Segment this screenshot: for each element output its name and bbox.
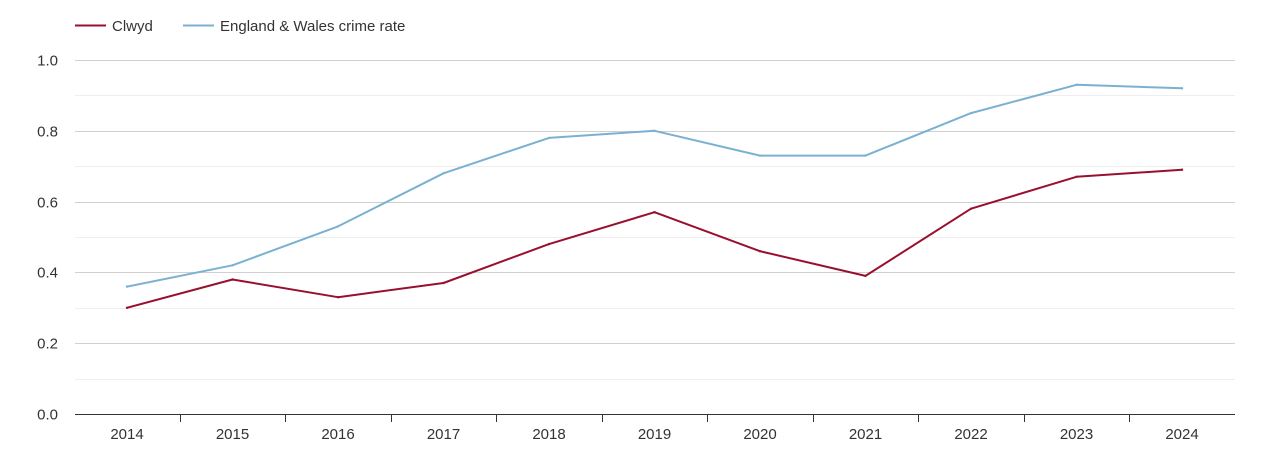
y-tick-label: 0.2 xyxy=(37,336,58,353)
legend: Clwyd England & Wales crime rate xyxy=(75,18,405,35)
legend-item-england-wales[interactable]: England & Wales crime rate xyxy=(183,18,405,35)
x-tick-label: 2024 xyxy=(1165,426,1198,443)
data-point xyxy=(547,242,551,246)
y-axis: 0.0 0.2 0.4 0.6 0.8 1.0 xyxy=(37,53,58,424)
y-tick-label: 0.6 xyxy=(37,195,58,212)
series-line-clwyd xyxy=(126,168,1183,309)
x-tick-label: 2020 xyxy=(743,426,776,443)
data-point xyxy=(653,211,656,214)
data-point xyxy=(969,207,973,210)
data-point xyxy=(231,278,234,281)
data-point xyxy=(1075,175,1078,178)
x-axis: 2014 2015 2016 2017 2018 2019 2020 2021 2022 2023… xyxy=(75,414,1235,443)
y-tick-label: 0.4 xyxy=(37,265,58,282)
series-line-england-wales xyxy=(126,83,1183,288)
x-tick-label: 2023 xyxy=(1060,426,1093,443)
data-point xyxy=(864,274,867,278)
y-tick-label: 0.0 xyxy=(37,407,58,424)
x-tick-label: 2022 xyxy=(954,426,987,443)
data-point xyxy=(125,306,129,309)
data-point xyxy=(1180,168,1184,171)
data-point xyxy=(1075,83,1078,87)
x-tick-label: 2021 xyxy=(849,426,882,443)
x-tick-label: 2016 xyxy=(321,426,354,443)
x-tick-label: 2015 xyxy=(216,426,249,443)
data-point xyxy=(442,281,445,285)
data-point xyxy=(653,129,656,132)
data-point xyxy=(969,111,973,115)
data-point xyxy=(442,172,445,175)
legend-label: England & Wales crime rate xyxy=(220,18,405,35)
x-tick-label: 2014 xyxy=(110,426,143,443)
data-point xyxy=(336,225,340,228)
data-point xyxy=(758,154,762,157)
y-tick-label: 1.0 xyxy=(37,53,58,70)
grid-lines xyxy=(75,60,1235,380)
x-tick-label: 2017 xyxy=(427,426,460,443)
legend-item-clwyd[interactable]: Clwyd xyxy=(75,18,153,35)
data-point xyxy=(864,154,867,157)
data-point xyxy=(547,136,551,140)
legend-label: Clwyd xyxy=(112,18,153,35)
y-tick-label: 0.8 xyxy=(37,124,58,141)
data-point xyxy=(125,285,129,288)
data-point xyxy=(336,296,340,299)
data-point xyxy=(758,250,762,253)
x-tick-label: 2019 xyxy=(638,426,671,443)
x-tick-label: 2018 xyxy=(532,426,565,443)
data-point xyxy=(1180,87,1184,90)
data-point xyxy=(231,264,234,267)
series-layer xyxy=(125,83,1184,309)
